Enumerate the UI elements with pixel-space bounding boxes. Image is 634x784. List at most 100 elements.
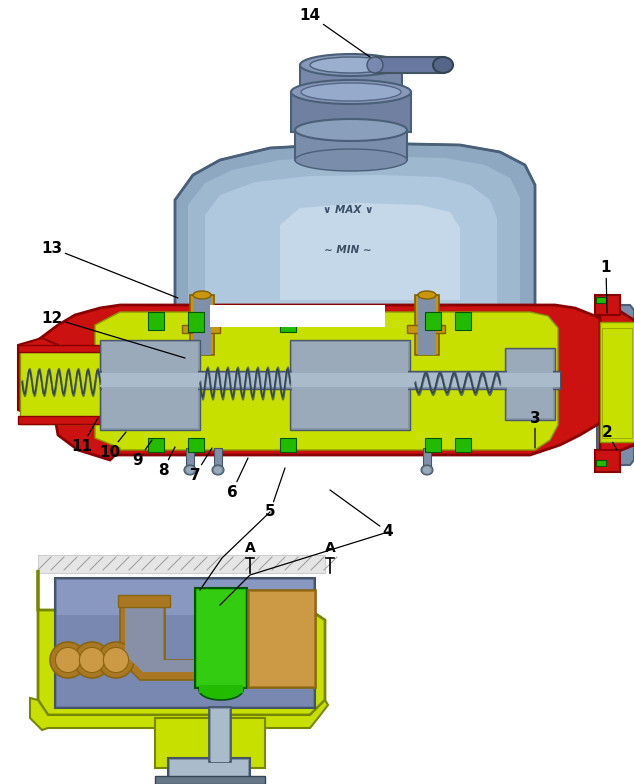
Bar xyxy=(425,438,441,452)
Polygon shape xyxy=(175,143,535,315)
Bar xyxy=(148,312,164,330)
Bar xyxy=(295,130,407,160)
Polygon shape xyxy=(95,312,558,450)
Ellipse shape xyxy=(367,57,383,73)
Text: 13: 13 xyxy=(41,241,178,298)
Bar xyxy=(596,297,606,303)
Bar xyxy=(248,590,316,688)
Polygon shape xyxy=(18,416,100,424)
Bar xyxy=(102,342,198,428)
Text: 11: 11 xyxy=(72,418,98,453)
Bar xyxy=(190,295,214,355)
Polygon shape xyxy=(205,175,497,305)
Text: A: A xyxy=(245,541,256,555)
Bar xyxy=(375,57,443,73)
Bar xyxy=(195,588,247,688)
Bar xyxy=(210,305,385,327)
Bar xyxy=(172,313,538,323)
Bar xyxy=(172,323,538,329)
Bar xyxy=(148,438,164,452)
Bar xyxy=(20,352,100,424)
Text: 12: 12 xyxy=(41,310,185,358)
Polygon shape xyxy=(30,698,328,730)
Ellipse shape xyxy=(74,642,110,678)
Polygon shape xyxy=(120,600,200,680)
Bar xyxy=(505,348,555,420)
Ellipse shape xyxy=(184,465,196,475)
Bar xyxy=(211,709,229,762)
Bar xyxy=(423,448,431,470)
Bar xyxy=(168,758,250,783)
Ellipse shape xyxy=(423,466,431,474)
Text: 10: 10 xyxy=(100,432,126,459)
Polygon shape xyxy=(18,338,58,418)
Bar xyxy=(290,340,410,430)
Bar xyxy=(280,312,296,332)
Bar xyxy=(455,438,471,452)
Bar xyxy=(250,592,314,686)
Ellipse shape xyxy=(186,466,194,474)
Text: 7: 7 xyxy=(190,448,212,482)
Ellipse shape xyxy=(301,83,401,101)
Bar xyxy=(280,438,296,452)
Ellipse shape xyxy=(291,80,411,104)
Bar xyxy=(57,580,313,615)
Bar xyxy=(197,590,245,686)
Bar xyxy=(418,297,436,355)
Ellipse shape xyxy=(310,57,392,73)
Bar xyxy=(193,297,211,355)
Bar xyxy=(595,450,620,472)
Ellipse shape xyxy=(433,57,453,73)
Ellipse shape xyxy=(50,642,86,678)
Ellipse shape xyxy=(103,648,129,673)
Ellipse shape xyxy=(98,642,134,678)
Polygon shape xyxy=(597,305,634,465)
Bar xyxy=(214,448,222,470)
Bar xyxy=(199,685,243,693)
Ellipse shape xyxy=(193,291,211,299)
Bar xyxy=(209,707,231,762)
Text: 9: 9 xyxy=(133,440,152,467)
Text: 14: 14 xyxy=(299,8,370,57)
Bar xyxy=(155,718,265,768)
Polygon shape xyxy=(38,570,325,715)
Bar xyxy=(38,555,325,573)
Polygon shape xyxy=(600,310,634,453)
Text: 1: 1 xyxy=(601,260,611,313)
Bar xyxy=(186,448,194,470)
Bar xyxy=(425,312,441,330)
Ellipse shape xyxy=(418,291,436,299)
Bar xyxy=(292,342,408,428)
Bar xyxy=(415,295,439,355)
Bar xyxy=(596,460,606,466)
Ellipse shape xyxy=(295,119,407,141)
Bar xyxy=(170,760,248,780)
Bar xyxy=(407,325,445,333)
Ellipse shape xyxy=(55,648,81,673)
Bar xyxy=(507,350,553,418)
Polygon shape xyxy=(38,305,612,460)
Text: 8: 8 xyxy=(158,447,175,477)
Bar xyxy=(100,340,200,430)
Ellipse shape xyxy=(199,680,243,700)
Text: 5: 5 xyxy=(264,468,285,520)
Text: ∨ MAX ∨: ∨ MAX ∨ xyxy=(323,205,373,215)
Ellipse shape xyxy=(421,465,433,475)
Text: A: A xyxy=(325,541,335,555)
Bar xyxy=(182,325,220,333)
Bar xyxy=(455,312,471,330)
Ellipse shape xyxy=(295,149,407,171)
Bar xyxy=(188,438,204,452)
Ellipse shape xyxy=(214,466,222,474)
Ellipse shape xyxy=(212,465,224,475)
Ellipse shape xyxy=(79,648,105,673)
Text: 2: 2 xyxy=(602,424,617,450)
Text: ∼ MIN ∼: ∼ MIN ∼ xyxy=(324,245,372,255)
Bar xyxy=(595,295,620,315)
Text: 4: 4 xyxy=(330,490,393,539)
Bar xyxy=(100,373,560,387)
Bar xyxy=(188,312,204,332)
Bar xyxy=(300,65,402,93)
Bar xyxy=(118,595,170,607)
Polygon shape xyxy=(125,600,195,672)
